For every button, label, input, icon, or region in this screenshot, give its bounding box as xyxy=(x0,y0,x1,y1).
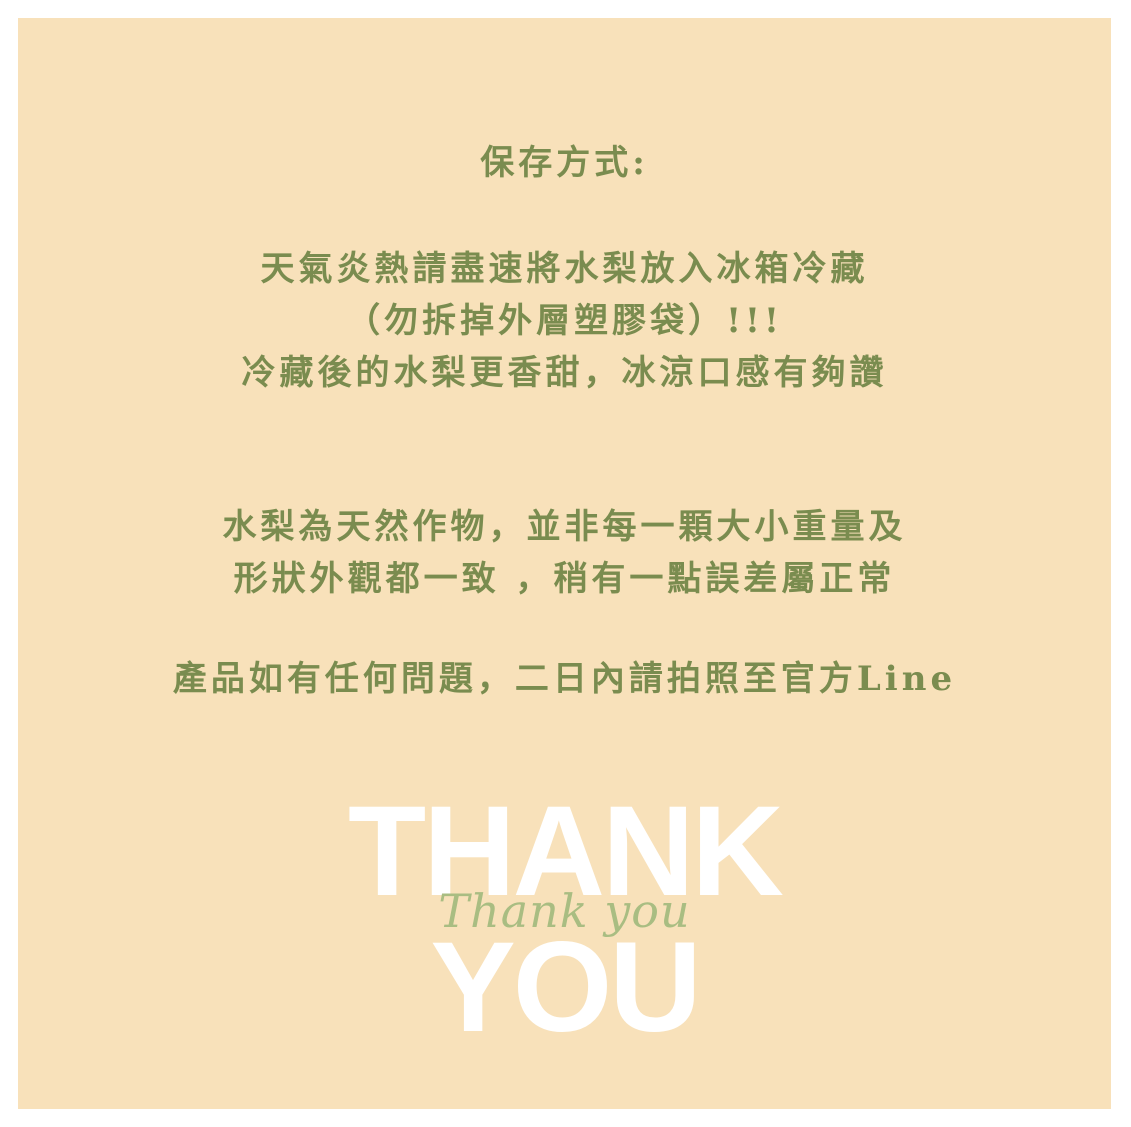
thank-word: THANK xyxy=(348,780,784,923)
storage-line-2: （勿拆掉外層塑膠袋）!!! xyxy=(346,301,783,341)
notice-line-1: 水梨為天然作物，並非每一顆大小重量及 xyxy=(222,507,907,547)
notice-line-3: 產品如有任何問題，二日內請拍照至官方Line xyxy=(172,659,957,699)
thank-you-script: Thank you xyxy=(438,884,691,938)
storage-line-3: 冷藏後的水梨更香甜，冰涼口感有夠讚 xyxy=(241,353,888,393)
info-card: 保存方式: 天氣炎熱請盡速將水梨放入冰箱冷藏 （勿拆掉外層塑膠袋）!!! 冷藏後… xyxy=(18,18,1111,1109)
notice-line-2: 形狀外觀都一致 ，稍有一點誤差屬正常 xyxy=(233,559,896,599)
storage-line-1: 天氣炎熱請盡速將水梨放入冰箱冷藏 xyxy=(260,249,869,289)
storage-heading: 保存方式: xyxy=(480,143,649,183)
you-word: YOU xyxy=(430,916,701,1059)
